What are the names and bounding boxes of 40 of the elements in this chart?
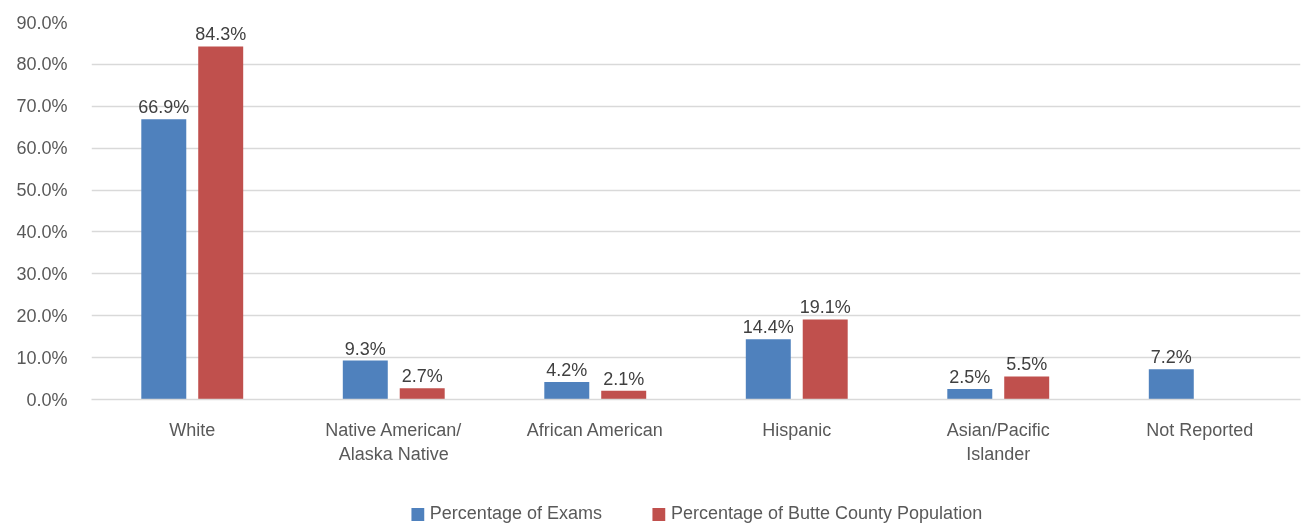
data-label: 2.1% [603,368,645,389]
data-label: 84.3% [195,24,247,45]
legend-label: Percentage of Butte County Population [670,503,983,524]
legend-label: Percentage of Exams [429,503,602,524]
y-tick-label: 40.0% [16,221,68,242]
bar [947,389,993,400]
bar [342,360,388,400]
y-tick-label: 90.0% [16,12,68,33]
x-tick-label: Not Reported [1146,419,1254,440]
y-tick-label: 70.0% [16,96,68,117]
bar [141,119,187,400]
data-label: 5.5% [1006,354,1048,375]
x-tick-label: Native American/ Alaska Native [325,419,462,464]
x-tick-label: Hispanic [762,419,832,440]
data-label: 9.3% [344,338,386,359]
x-tick-label: White [169,419,216,440]
x-tick-label: African American [526,419,663,440]
bar [198,46,244,400]
y-tick-label: 60.0% [16,138,68,159]
data-label: 14.4% [742,317,794,338]
data-label: 4.2% [546,359,588,380]
y-tick-label: 80.0% [16,54,68,75]
data-label: 2.5% [949,367,991,388]
data-label: 7.2% [1150,347,1192,368]
x-tick-label: Asian/Pacific Islander [946,419,1050,464]
y-tick-label: 30.0% [16,263,68,284]
y-tick-label: 0.0% [26,389,68,410]
data-label: 19.1% [799,297,851,318]
bar [1148,369,1194,400]
bar [745,339,791,400]
bar [1004,376,1050,400]
bar [802,319,848,400]
y-tick-label: 20.0% [16,305,68,326]
bar [399,388,445,400]
bar [544,381,590,400]
data-label: 66.9% [138,97,190,118]
y-tick-label: 50.0% [16,180,68,201]
y-tick-label: 10.0% [16,347,68,368]
data-label: 2.7% [401,366,443,387]
bar [601,390,647,400]
